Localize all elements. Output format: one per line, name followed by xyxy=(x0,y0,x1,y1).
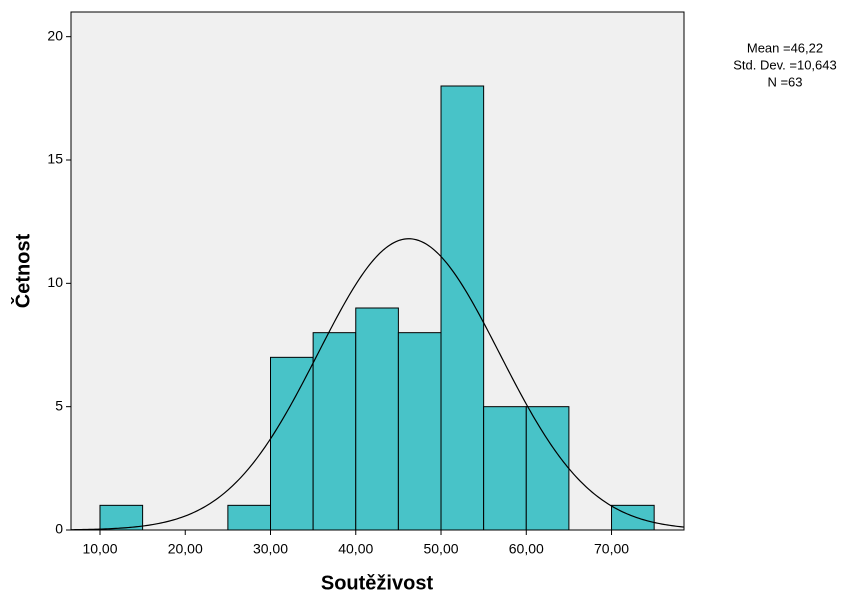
x-axis-title: Soutěživost xyxy=(321,572,434,594)
y-tick-label: 5 xyxy=(55,397,63,413)
x-tick-label: 20,00 xyxy=(168,541,203,557)
stats-annotation: N =63 xyxy=(767,74,802,89)
x-tick-label: 50,00 xyxy=(423,541,458,557)
x-tick-label: 70,00 xyxy=(594,541,629,557)
stats-annotation: Mean =46,22 xyxy=(747,40,823,55)
bar xyxy=(270,356,314,531)
x-tick-label: 10,00 xyxy=(82,541,117,557)
stats-annotation: Std. Dev. =10,643 xyxy=(733,57,836,72)
y-tick-label: 15 xyxy=(47,151,63,167)
bar xyxy=(227,504,272,531)
bar xyxy=(525,406,570,531)
y-tick-label: 10 xyxy=(47,274,63,290)
x-tick-label: 60,00 xyxy=(509,541,544,557)
bar xyxy=(312,332,357,531)
y-tick-label: 20 xyxy=(47,27,63,43)
x-tick-label: 40,00 xyxy=(338,541,373,557)
y-tick-label: 0 xyxy=(55,521,63,537)
bar xyxy=(397,332,442,531)
y-axis-title: Četnost xyxy=(10,233,34,308)
bar xyxy=(440,85,485,531)
x-tick-label: 30,00 xyxy=(253,541,288,557)
bar xyxy=(355,307,399,531)
normal-curve xyxy=(70,238,685,531)
bar xyxy=(99,504,144,531)
bar xyxy=(483,406,527,531)
